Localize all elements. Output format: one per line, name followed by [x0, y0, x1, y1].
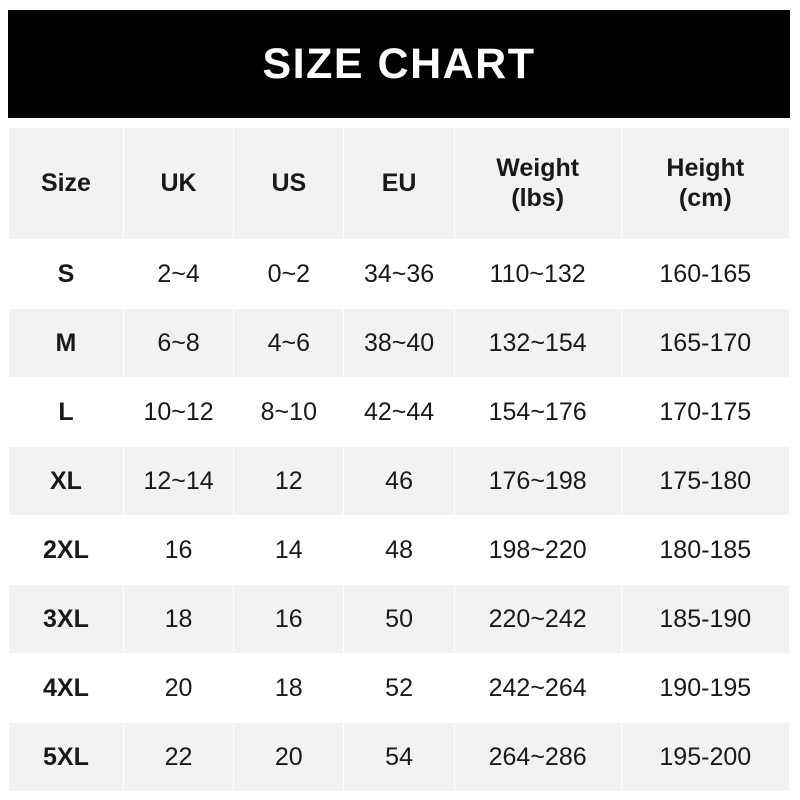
cell-eu: 48 [344, 516, 454, 584]
column-header-weight-line1: Weight [496, 154, 580, 182]
cell-eu: 50 [344, 585, 454, 653]
cell-eu: 34~36 [344, 240, 454, 308]
cell-height: 185-190 [621, 585, 789, 653]
table-header: Size UK US EU Weight (lbs) Height (cm) [9, 128, 789, 239]
column-header-weight: Weight (lbs) [454, 128, 621, 239]
size-chart-table: Size UK US EU Weight (lbs) Height (cm) [8, 127, 790, 792]
cell-height: 165-170 [621, 309, 789, 377]
table-row: S 2~4 0~2 34~36 110~132 160-165 [9, 240, 789, 308]
table-row: 3XL 18 16 50 220~242 185-190 [9, 585, 789, 653]
cell-uk: 22 [123, 723, 234, 791]
cell-height: 190-195 [621, 654, 789, 722]
cell-us: 8~10 [234, 378, 344, 446]
cell-size: 2XL [9, 516, 123, 584]
cell-size: S [9, 240, 123, 308]
cell-height: 160-165 [621, 240, 789, 308]
cell-size: M [9, 309, 123, 377]
column-header-height-line2: (cm) [678, 183, 732, 212]
cell-size: L [9, 378, 123, 446]
table-row: 2XL 16 14 48 198~220 180-185 [9, 516, 789, 584]
cell-weight: 220~242 [454, 585, 621, 653]
cell-uk: 12~14 [123, 447, 234, 515]
cell-eu: 38~40 [344, 309, 454, 377]
table-row: 5XL 22 20 54 264~286 195-200 [9, 723, 789, 791]
column-header-us: US [234, 128, 344, 239]
column-header-height: Height (cm) [621, 128, 789, 239]
column-header-size-line1: Size [40, 168, 91, 197]
cell-us: 12 [234, 447, 344, 515]
cell-uk: 20 [123, 654, 234, 722]
cell-eu: 46 [344, 447, 454, 515]
table-row: M 6~8 4~6 38~40 132~154 165-170 [9, 309, 789, 377]
cell-weight: 154~176 [454, 378, 621, 446]
cell-size: 3XL [9, 585, 123, 653]
cell-size: 5XL [9, 723, 123, 791]
cell-size: XL [9, 447, 123, 515]
cell-uk: 2~4 [123, 240, 234, 308]
cell-uk: 18 [123, 585, 234, 653]
cell-us: 14 [234, 516, 344, 584]
cell-eu: 52 [344, 654, 454, 722]
table-row: XL 12~14 12 46 176~198 175-180 [9, 447, 789, 515]
cell-us: 18 [234, 654, 344, 722]
table-row: L 10~12 8~10 42~44 154~176 170-175 [9, 378, 789, 446]
cell-height: 180-185 [621, 516, 789, 584]
cell-us: 20 [234, 723, 344, 791]
column-header-height-line1: Height [666, 154, 745, 182]
column-header-weight-line2: (lbs) [511, 183, 565, 212]
column-header-us-line1: US [271, 168, 307, 197]
cell-weight: 198~220 [454, 516, 621, 584]
cell-uk: 10~12 [123, 378, 234, 446]
cell-height: 170-175 [621, 378, 789, 446]
cell-eu: 54 [344, 723, 454, 791]
cell-height: 195-200 [621, 723, 789, 791]
cell-us: 0~2 [234, 240, 344, 308]
table-header-row: Size UK US EU Weight (lbs) Height (cm) [9, 128, 789, 239]
column-header-eu: EU [344, 128, 454, 239]
column-header-eu-line1: EU [381, 168, 417, 197]
cell-weight: 242~264 [454, 654, 621, 722]
table-body: S 2~4 0~2 34~36 110~132 160-165 M 6~8 4~… [9, 240, 789, 791]
page-title: SIZE CHART [262, 39, 536, 88]
column-header-uk: UK [123, 128, 234, 239]
cell-height: 175-180 [621, 447, 789, 515]
title-band: SIZE CHART [8, 10, 790, 118]
cell-weight: 132~154 [454, 309, 621, 377]
cell-us: 16 [234, 585, 344, 653]
table-row: 4XL 20 18 52 242~264 190-195 [9, 654, 789, 722]
column-header-size: Size [9, 128, 123, 239]
cell-weight: 110~132 [454, 240, 621, 308]
cell-size: 4XL [9, 654, 123, 722]
cell-weight: 264~286 [454, 723, 621, 791]
cell-uk: 6~8 [123, 309, 234, 377]
cell-eu: 42~44 [344, 378, 454, 446]
cell-uk: 16 [123, 516, 234, 584]
cell-weight: 176~198 [454, 447, 621, 515]
column-header-uk-line1: UK [160, 168, 197, 197]
cell-us: 4~6 [234, 309, 344, 377]
